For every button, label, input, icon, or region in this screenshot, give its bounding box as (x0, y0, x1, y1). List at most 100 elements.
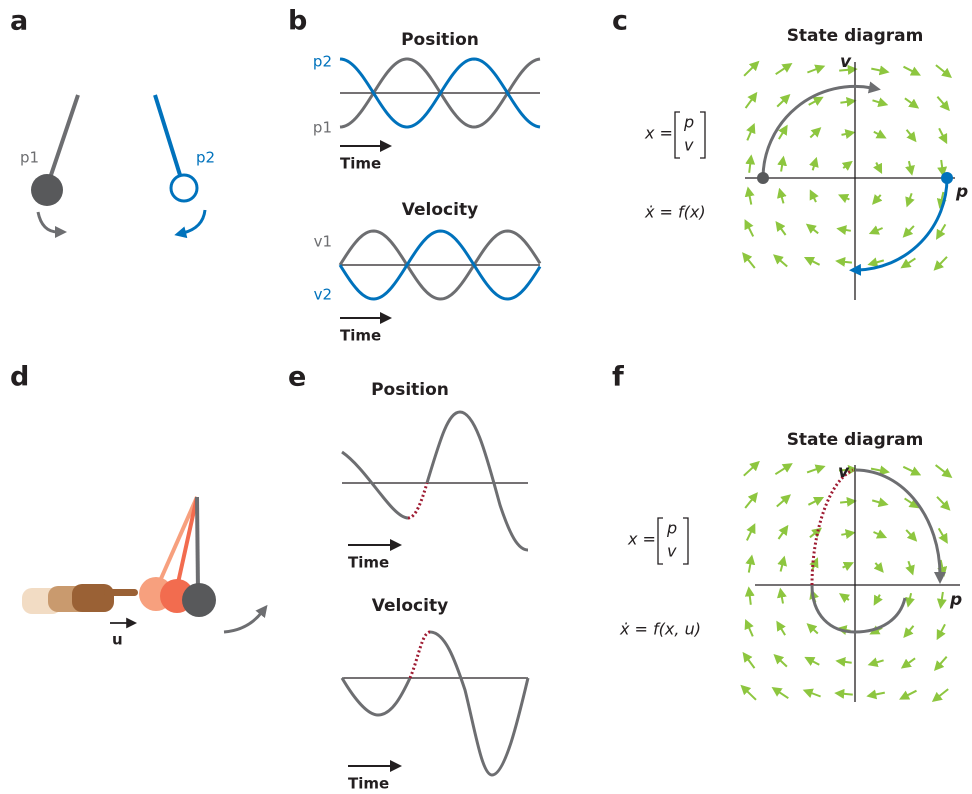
field-arrow (937, 257, 947, 267)
field-arrow (777, 498, 787, 507)
field-arrow (744, 64, 756, 76)
field-arrow (843, 164, 849, 168)
field-arrow (936, 689, 948, 699)
figure: a p1 p2 b Position p2 p1 Time Velocity v… (0, 0, 972, 794)
field-arrow (872, 500, 884, 503)
field-arrow (807, 468, 821, 473)
field-arrow (744, 464, 756, 475)
field-arrow (749, 559, 751, 572)
time-label: Time (340, 327, 381, 345)
field-arrow (939, 528, 946, 539)
field-arrow (905, 98, 915, 105)
field-arrow (807, 692, 820, 697)
input-segment (812, 470, 853, 585)
bob (31, 174, 63, 206)
field-arrow (747, 528, 753, 541)
equation: x = (644, 124, 673, 143)
field-arrow (840, 101, 851, 102)
field-arrow (939, 128, 945, 139)
bob (171, 175, 197, 201)
equation: v (684, 136, 694, 155)
plot-title: Position (401, 30, 479, 50)
field-arrow (909, 593, 911, 603)
field-arrow (779, 129, 785, 139)
pendulum-label: p2 (196, 149, 215, 167)
field-arrow (810, 131, 817, 138)
axis-label: p (955, 182, 968, 202)
curve-label: p1 (313, 119, 332, 137)
field-arrow (747, 224, 753, 237)
time-label: Time (340, 155, 381, 173)
field-arrow (810, 227, 818, 234)
equation: ẋ = f(x, u) (619, 620, 701, 639)
panel-letter: d (10, 362, 29, 393)
field-arrow (937, 97, 946, 108)
field-arrow (808, 259, 819, 265)
field-arrow (810, 627, 818, 634)
diagram-title: State diagram (787, 26, 924, 46)
field-arrow (907, 626, 914, 634)
field-arrow (843, 596, 849, 600)
field-arrow (843, 564, 850, 567)
field-arrow (781, 561, 784, 572)
bob (182, 583, 216, 617)
field-arrow (937, 497, 947, 507)
field-arrow (904, 67, 917, 74)
field-arrow (747, 128, 752, 141)
field-arrow (776, 66, 789, 74)
field-arrow (907, 130, 914, 139)
panel-letter: e (288, 362, 306, 393)
field-arrow (906, 530, 914, 538)
field-arrow (777, 258, 787, 267)
field-arrow (873, 100, 884, 103)
panel-letter: a (10, 6, 28, 37)
rod (155, 95, 180, 175)
panel-d: d u (10, 362, 262, 649)
hands (22, 584, 138, 614)
field-arrow (939, 224, 946, 235)
plot-title: Velocity (372, 596, 448, 616)
field-arrow (871, 693, 885, 696)
rotation-arrow (38, 212, 58, 232)
field-arrow (749, 159, 751, 172)
field-arrow (872, 260, 884, 263)
equation: p (683, 113, 694, 132)
equation: p (666, 519, 677, 538)
field-arrow (939, 624, 945, 635)
curve-label: v1 (314, 233, 332, 251)
field-arrow (745, 256, 755, 268)
diagram-title: State diagram (787, 430, 924, 450)
panel-c: c State diagram v p x = p v ẋ = f(x) (612, 6, 968, 301)
field-arrow (873, 228, 882, 232)
vector-field (744, 64, 948, 268)
plot-title: Position (371, 380, 449, 400)
panel-e: e Position Time Velocity Time (288, 362, 528, 793)
field-arrow (876, 595, 880, 602)
trajectory (858, 178, 947, 270)
panel-letter: f (612, 362, 624, 393)
field-arrow (875, 563, 880, 569)
equation: v (667, 542, 677, 561)
field-arrow (840, 261, 852, 262)
input-segment (410, 632, 430, 678)
rod (176, 497, 197, 592)
rod (156, 497, 197, 590)
time-label: Time (348, 775, 389, 793)
field-arrow (809, 659, 820, 665)
field-arrow (749, 191, 752, 204)
field-arrow (908, 193, 911, 202)
field-arrow (941, 592, 943, 604)
curve-label: p2 (313, 53, 332, 71)
axis-label: v (840, 52, 852, 72)
input-segment (408, 483, 427, 518)
state-dot (757, 172, 769, 184)
field-arrow (906, 226, 914, 234)
field-arrow (746, 96, 755, 108)
field-arrow (905, 258, 916, 265)
axis-label: p (949, 590, 962, 610)
field-arrow (874, 132, 882, 136)
field-arrow (842, 133, 851, 135)
field-arrow (779, 625, 785, 635)
field-arrow (775, 466, 788, 474)
field-arrow (909, 161, 911, 171)
